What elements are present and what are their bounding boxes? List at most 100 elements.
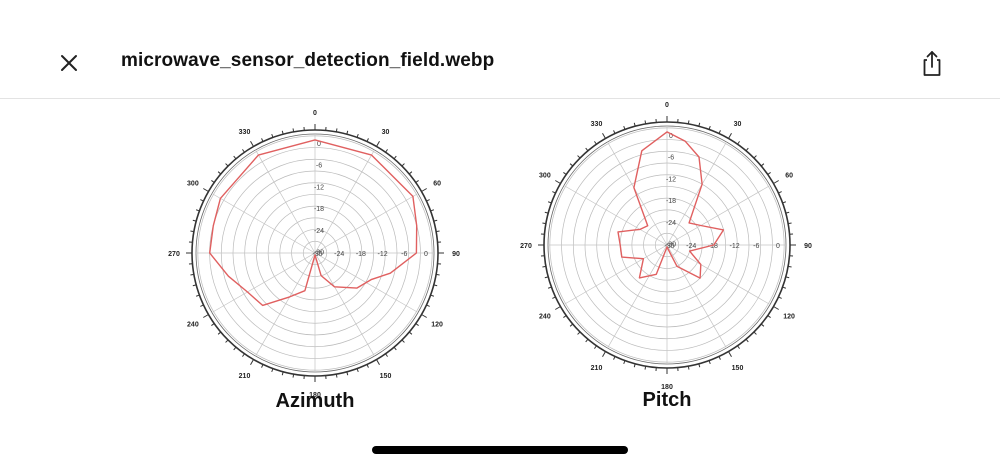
close-button[interactable] [52,46,86,80]
angle-tick [271,133,274,138]
angle-tick [436,273,440,276]
angle-tick [415,180,419,183]
angle-tick [623,360,626,365]
angle-tick [773,180,779,184]
angle-tick [737,345,740,349]
angle-label: 330 [591,121,603,128]
angle-tick [552,296,556,299]
angle-label: 240 [539,314,551,321]
angle-tick [211,180,215,183]
grid-spoke [607,244,668,349]
ring-label: -24 [686,243,696,250]
angle-tick [778,191,782,194]
angle-tick [225,339,229,343]
angle-tick [211,323,215,326]
angle-tick [433,284,438,287]
angle-tick [203,188,209,192]
angle-tick [195,294,200,297]
grid-spoke [314,149,375,254]
angle-label: 120 [783,314,795,321]
angle-tick [633,122,636,127]
angle-tick [233,155,237,160]
angle-tick [602,351,606,357]
angle-tick [335,128,338,132]
ring-label: -6 [316,163,322,170]
angle-tick [544,211,549,214]
angle-tick [233,346,237,351]
ring-label: -18 [666,198,676,205]
angle-tick [613,130,616,134]
angle-label: 210 [239,373,251,380]
angle-label: 90 [804,243,812,250]
angle-tick [346,130,349,135]
ring-label: -30 [314,249,324,256]
angle-tick [217,331,222,335]
angle-label: 30 [734,121,742,128]
angle-tick [698,363,701,368]
ring-label: -6 [753,243,759,250]
grid-spoke [255,252,316,357]
angle-tick [408,171,413,175]
ring-label: -6 [401,251,407,258]
angle-tick [335,374,338,378]
angle-tick [687,120,690,124]
angle-label: 150 [380,373,392,380]
angle-tick [577,331,581,335]
share-button[interactable] [915,46,949,80]
angle-tick [401,163,405,167]
angle-label: 300 [187,181,199,188]
azimuth-caption: Azimuth [275,390,355,412]
ring-label: 0 [317,141,321,148]
ring-label: -12 [314,184,324,191]
angle-label: 180 [661,384,673,391]
angle-tick [393,346,397,351]
angle-tick [385,149,388,153]
ring-label: -24 [334,251,344,258]
angle-tick [585,338,589,343]
angle-tick [190,273,194,276]
pattern-trace [209,139,418,307]
angle-tick [785,211,790,214]
angle-tick [708,125,711,130]
polar-plot-pitch: 0 30 60 90 120 150 180 210 240 270 300 330 0 0 -6 -6 -12… [520,102,812,391]
ring-label: -18 [314,206,324,213]
angle-tick [577,155,581,159]
angle-tick [760,163,765,167]
grid-spoke [666,141,727,246]
grid-spoke [563,244,668,305]
ring-label: -30 [666,241,676,248]
angle-label: 30 [382,129,390,136]
ring-label: 0 [669,133,673,140]
angle-tick [569,163,574,167]
angle-tick [718,130,721,134]
angle-tick [698,122,701,127]
angle-tick [788,222,792,225]
angle-tick [760,323,765,327]
angle-tick [547,201,552,204]
angle-tick [401,339,405,343]
angle-tick [292,128,295,132]
home-indicator[interactable] [372,446,628,454]
angle-tick [767,172,771,175]
close-icon [61,55,77,71]
angle-tick [242,353,245,357]
grid-spoke [211,193,316,254]
angle-tick [281,130,284,135]
angle-tick [426,304,430,307]
angle-tick [436,230,440,233]
angle-tick [552,191,556,194]
angle-label: 0 [313,110,317,117]
angle-tick [190,230,194,233]
angle-tick [563,315,567,318]
angle-tick [271,368,274,373]
angle-tick [242,149,245,153]
angle-tick [366,138,369,142]
top-bar: microwave_sensor_detection_field.webp [0,0,1000,99]
ring-label: -24 [314,228,324,235]
angle-tick [745,338,749,343]
angle-tick [433,219,438,222]
angle-tick [594,345,597,349]
angle-tick [393,155,397,160]
angle-label: 60 [433,181,441,188]
pitch-caption: Pitch [642,389,692,411]
